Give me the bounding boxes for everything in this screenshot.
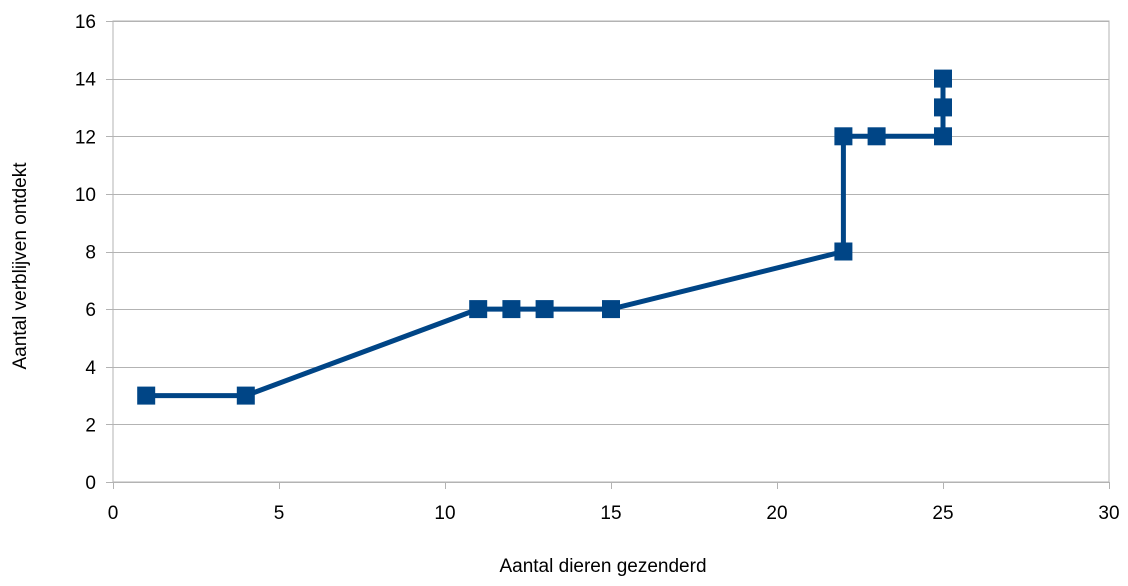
data-point-0-4	[535, 300, 554, 319]
x-tick-label-2: 10	[434, 503, 455, 524]
y-axis-title: Aantal verblijven ontdekt	[10, 162, 31, 370]
data-point-0-8	[867, 127, 886, 146]
y-tick-label-8: 16	[75, 12, 96, 33]
x-axis-ticks: 0 5 10 15 20 25 30	[108, 482, 1120, 524]
data-point-0-1	[236, 386, 255, 405]
x-tick-label-6: 30	[1098, 503, 1119, 524]
y-axis-ticks: 0 2 4 6 8 10 12 14 16	[75, 12, 113, 494]
data-point-0-6	[834, 242, 853, 261]
x-tick-label-0: 0	[108, 503, 119, 524]
y-tick-label-7: 14	[75, 70, 97, 91]
x-tick-label-4: 20	[766, 503, 787, 524]
x-tick-label-1: 5	[274, 503, 285, 524]
grid	[113, 21, 1109, 483]
plot-area	[112, 20, 1110, 483]
x-axis-title: Aantal dieren gezenderd	[499, 556, 706, 577]
y-tick-label-3: 6	[85, 300, 96, 321]
data-point-0-9	[934, 127, 952, 146]
x-tick-label-5: 25	[932, 503, 953, 524]
data-point-0-11	[934, 69, 952, 88]
series-line-0	[146, 78, 946, 399]
x-tick-label-3: 15	[600, 503, 621, 524]
y-tick-label-0: 0	[85, 473, 96, 494]
data-point-0-10	[934, 98, 952, 117]
data-point-0-0	[137, 386, 156, 405]
y-tick-label-4: 8	[85, 243, 96, 264]
y-tick-label-6: 12	[75, 127, 96, 148]
data-point-0-2	[469, 300, 488, 319]
y-tick-label-5: 10	[75, 185, 96, 206]
data-point-0-5	[602, 300, 620, 319]
series-layer	[137, 69, 952, 405]
data-point-0-3	[502, 300, 521, 319]
y-tick-label-1: 2	[85, 415, 96, 436]
y-tick-label-2: 4	[85, 358, 96, 379]
data-point-0-7	[834, 127, 853, 146]
